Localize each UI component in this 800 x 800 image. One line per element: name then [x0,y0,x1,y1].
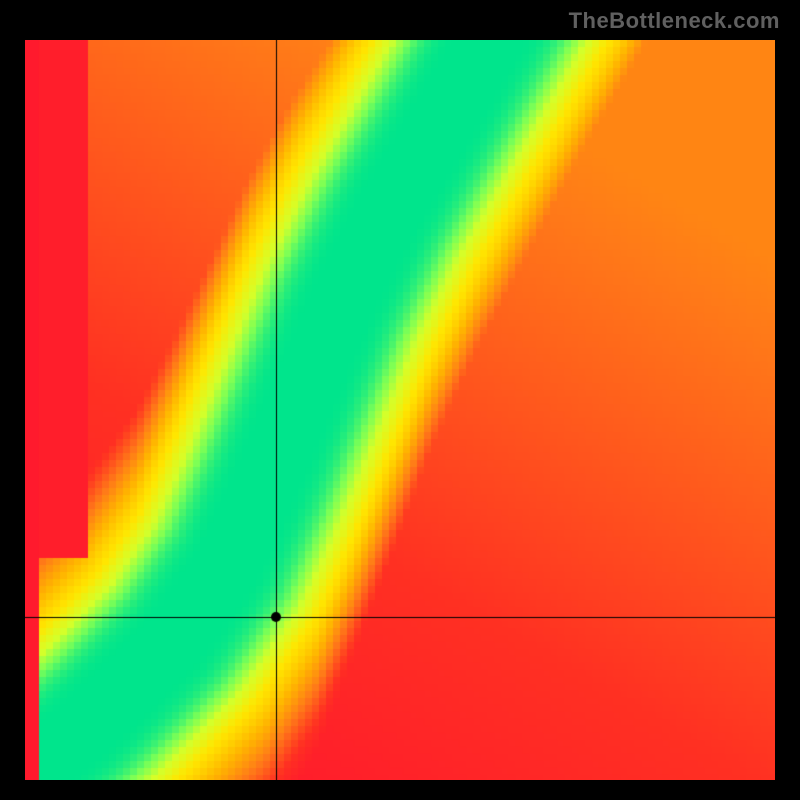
watermark-text: TheBottleneck.com [569,8,780,34]
bottleneck-heatmap [25,40,775,780]
chart-container: TheBottleneck.com [0,0,800,800]
